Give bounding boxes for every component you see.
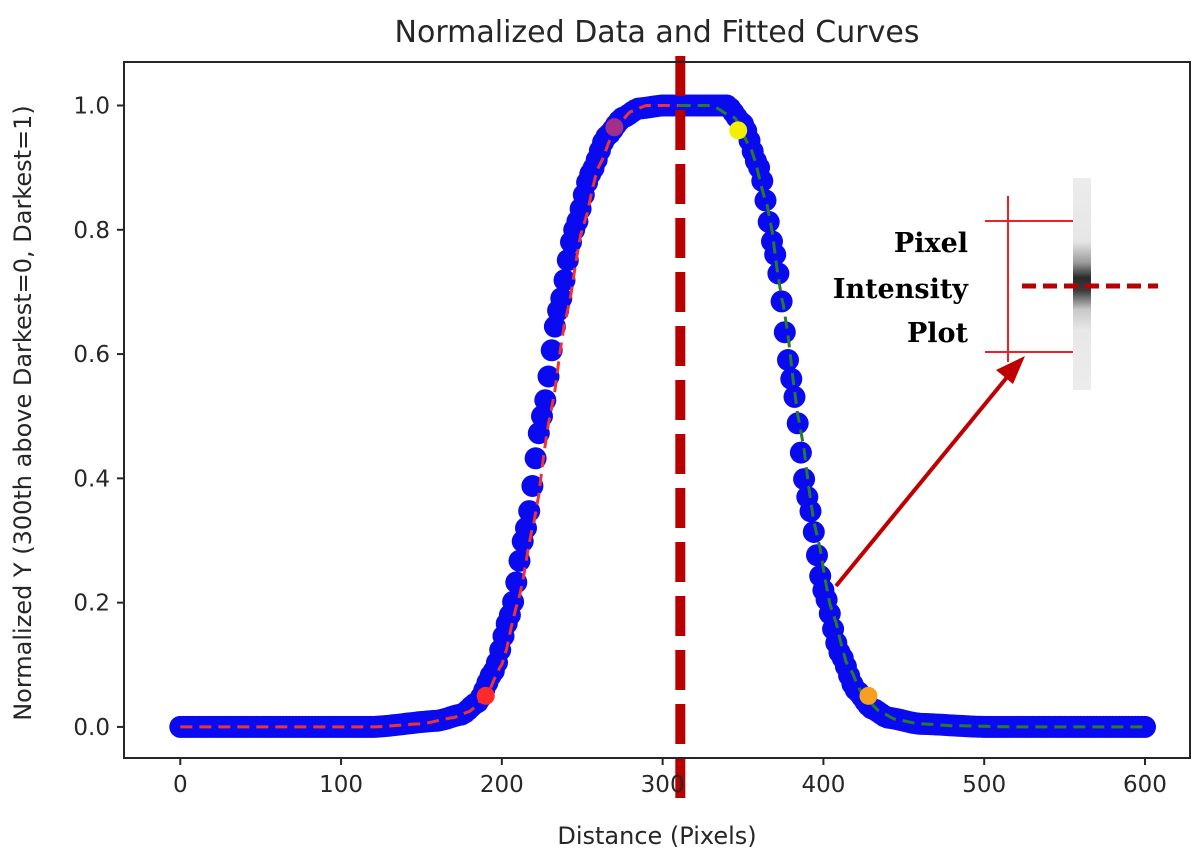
marker-point-3 — [729, 121, 748, 140]
x-tick-label: 600 — [1123, 772, 1167, 798]
x-tick-label: 0 — [173, 772, 188, 798]
fit-curve-right — [678, 104, 1145, 729]
y-tick-label: 0.6 — [73, 342, 110, 368]
marker-point-2 — [605, 118, 624, 137]
fit-curve-left — [180, 104, 679, 729]
y-tick-label: 0.8 — [73, 218, 110, 244]
data-point — [556, 249, 579, 272]
pixel-strip-image — [1073, 178, 1091, 390]
y-tick-label: 0.0 — [73, 715, 110, 741]
data-point — [806, 544, 828, 567]
data-point — [757, 210, 780, 233]
data-point — [799, 500, 822, 523]
data-point — [764, 243, 787, 266]
y-tick-label: 0.2 — [73, 591, 110, 617]
data-point — [527, 422, 550, 445]
pointer-arrow-head — [996, 356, 1025, 384]
data-point — [751, 169, 774, 192]
data-layer — [169, 56, 1156, 800]
data-point — [767, 262, 790, 285]
axes: 0 100 200 300 400 500 600 0.0 0.2 0.4 0.6 0.8 1.0 — [73, 61, 1191, 798]
inset-label-line-1: Pixel — [894, 228, 968, 259]
data-point — [553, 269, 576, 292]
inset-label-line-3: Plot — [907, 318, 969, 349]
data-point — [550, 287, 573, 310]
data-point — [540, 339, 563, 362]
inset-label-line-2: Intensity — [833, 274, 969, 305]
data-point — [521, 475, 544, 497]
data-point — [1134, 715, 1156, 738]
pixel-intensity-inset: Pixel Intensity Plot — [833, 178, 1158, 588]
data-point — [786, 412, 809, 435]
data-point — [524, 447, 547, 470]
x-tick-label: 500 — [962, 772, 1006, 798]
axes-frame — [123, 61, 1191, 759]
data-point — [789, 441, 812, 464]
data-point — [508, 549, 531, 572]
pointer-arrow — [834, 374, 1010, 588]
marker-point-4 — [859, 686, 878, 705]
data-point — [777, 349, 799, 371]
x-tick-label: 300 — [641, 772, 685, 798]
chart-title: Normalized Data and Fitted Curves — [395, 15, 920, 50]
data-point — [793, 468, 816, 491]
y-axis-label: Normalized Y (300th above Darkest=0, Dar… — [9, 105, 37, 721]
marker-point-1 — [476, 686, 495, 705]
data-point — [780, 367, 803, 390]
y-tick-label: 1.0 — [73, 94, 110, 120]
data-point — [537, 365, 560, 388]
x-tick-label: 200 — [480, 772, 524, 798]
data-point — [773, 321, 796, 344]
x-tick-label: 400 — [801, 772, 845, 798]
data-point — [754, 189, 777, 212]
x-tick-label: 100 — [319, 772, 363, 798]
intensity-bracket — [985, 196, 1073, 362]
x-axis-label: Distance (Pixels) — [557, 822, 756, 850]
y-tick-label: 0.4 — [73, 466, 110, 492]
data-point — [802, 521, 825, 543]
